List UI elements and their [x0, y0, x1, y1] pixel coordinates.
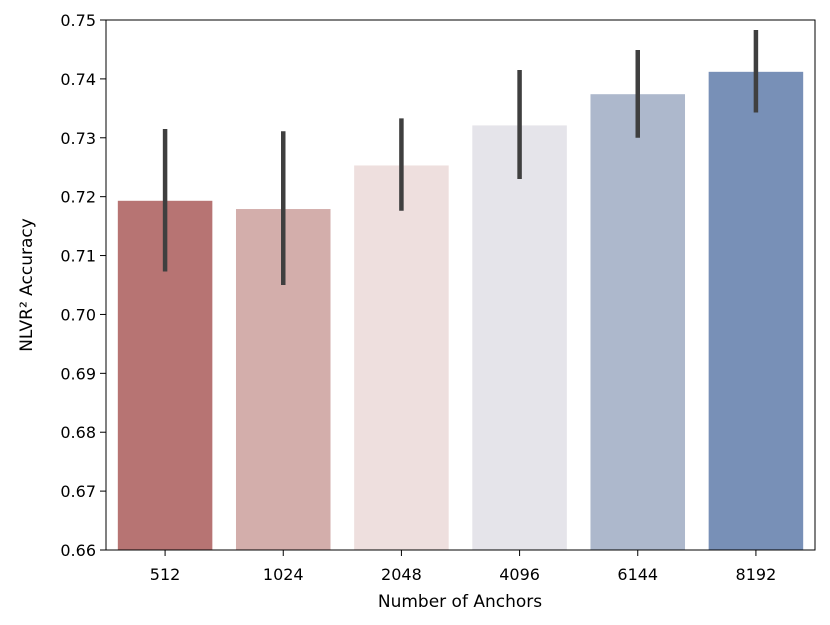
- y-tick-label: 0.72: [60, 188, 96, 207]
- plot-frame: [105, 19, 816, 551]
- y-axis-title: NLVR² Accuracy: [17, 218, 37, 352]
- error-bars-group: [162, 30, 759, 285]
- y-tick-label: 0.66: [60, 541, 96, 560]
- x-tick-label: 8192: [736, 565, 777, 584]
- bar-2048: [354, 165, 449, 550]
- y-tick-label: 0.74: [60, 70, 96, 89]
- y-tick-label: 0.75: [60, 11, 96, 30]
- x-tick-label: 6144: [617, 565, 658, 584]
- x-tick-label: 2048: [381, 565, 422, 584]
- y-tick-label: 0.68: [60, 423, 96, 442]
- y-tick-label: 0.67: [60, 482, 96, 501]
- x-tick-label: 4096: [499, 565, 540, 584]
- bar-8192: [708, 71, 804, 551]
- y-tick-label: 0.70: [60, 305, 96, 324]
- bars-group: [117, 71, 804, 551]
- x-tick-label: 1024: [263, 565, 304, 584]
- bar-4096: [472, 125, 567, 551]
- y-axis: 0.66 0.67 0.68 0.69 0.70 0.71 0.72 0.73 0.74 0.75: [60, 11, 106, 560]
- x-tick-label: 512: [150, 565, 181, 584]
- x-axis: 512 1024 2048 4096 6144 8192: [150, 550, 776, 584]
- y-tick-label: 0.69: [60, 364, 96, 383]
- x-axis-title: Number of Anchors: [378, 592, 542, 612]
- y-tick-label: 0.71: [60, 247, 96, 266]
- y-tick-label: 0.73: [60, 129, 96, 148]
- bar-6144: [590, 94, 686, 550]
